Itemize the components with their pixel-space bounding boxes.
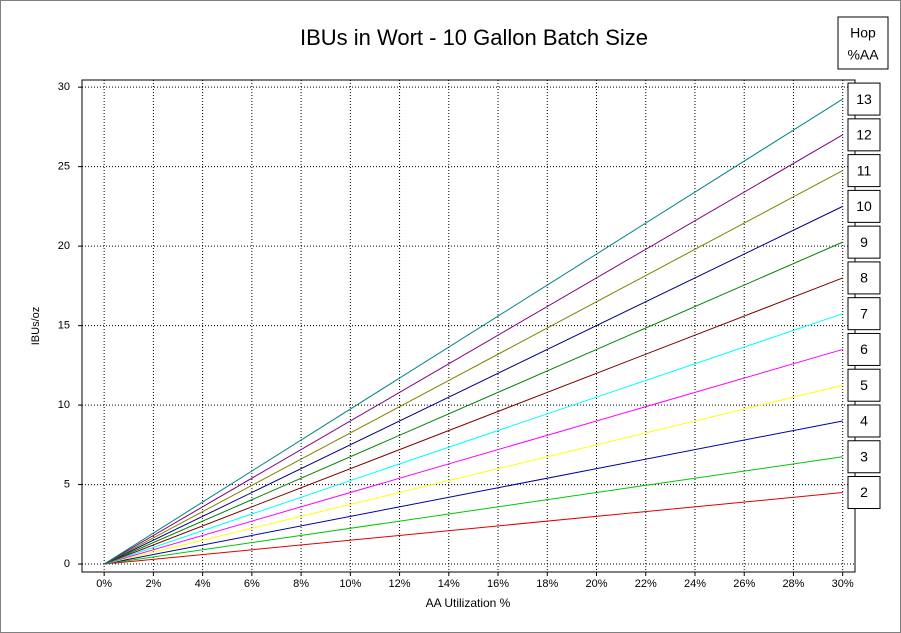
series-line [104, 420, 843, 565]
x-tick-label: 14% [438, 578, 460, 590]
legend-label: 4 [860, 413, 868, 429]
series-line [103, 313, 843, 565]
legend-box [847, 154, 881, 188]
y-axis-label: IBUs/oz [30, 307, 42, 346]
x-tick-label: 16% [487, 578, 509, 590]
series-line [103, 170, 843, 565]
legend-label: 2 [860, 484, 868, 500]
x-tick-label: 28% [782, 578, 804, 590]
legend-label: 6 [860, 341, 868, 357]
x-tick-label: 20% [585, 578, 607, 590]
y-tick-label: 30 [58, 81, 70, 93]
series-line [103, 134, 843, 565]
legend-box [847, 297, 881, 331]
x-tick-label: 12% [389, 578, 411, 590]
series-line [103, 277, 843, 565]
legend-label: 11 [857, 162, 872, 178]
legend-box [847, 189, 881, 223]
series-line [103, 98, 843, 565]
legend-label: 12 [856, 127, 872, 143]
legend-title: %AA [847, 47, 879, 63]
legend-box [847, 261, 881, 295]
legend-box [847, 118, 881, 152]
series-line [104, 348, 843, 565]
legend-box [847, 440, 881, 474]
legend-label: 3 [860, 448, 868, 464]
x-tick-label: 4% [195, 578, 211, 590]
x-tick-label: 0% [96, 578, 112, 590]
x-tick-label: 8% [293, 578, 309, 590]
plot-area [81, 79, 856, 573]
legend-title-box [837, 16, 889, 70]
legend-label: 7 [860, 305, 868, 321]
x-tick-label: 30% [832, 578, 854, 590]
x-tick-label: 2% [145, 578, 161, 590]
legend-label: 9 [860, 234, 868, 250]
series-line [104, 384, 843, 565]
y-tick-label: 0 [64, 558, 70, 570]
legend-label: 13 [856, 91, 872, 107]
x-tick-label: 18% [536, 578, 558, 590]
legend-label: 5 [860, 377, 868, 393]
x-axis-label: AA Utilization % [426, 596, 511, 610]
x-tick-label: 10% [339, 578, 361, 590]
y-tick-label: 10 [58, 399, 70, 411]
x-tick-label: 24% [684, 578, 706, 590]
legend-box [847, 476, 881, 510]
x-tick-label: 22% [635, 578, 657, 590]
y-tick-label: 25 [58, 161, 70, 173]
series-line [103, 241, 843, 565]
legend-box [847, 332, 881, 366]
y-tick-label: 20 [58, 240, 70, 252]
series-line [104, 492, 843, 565]
series-line [103, 205, 843, 565]
y-tick-label: 5 [64, 478, 70, 490]
chart-title: IBUs in Wort - 10 Gallon Batch Size [300, 25, 648, 50]
legend-box [847, 368, 881, 402]
y-tick-label: 15 [58, 320, 70, 332]
legend-label: 10 [856, 198, 872, 214]
x-tick-label: 6% [244, 578, 260, 590]
legend-box [847, 404, 881, 438]
series-line [104, 456, 843, 565]
legend-label: 8 [860, 270, 868, 286]
legend-box [847, 82, 881, 116]
legend-title: Hop [850, 25, 876, 41]
x-tick-label: 26% [733, 578, 755, 590]
legend-box [847, 225, 881, 259]
